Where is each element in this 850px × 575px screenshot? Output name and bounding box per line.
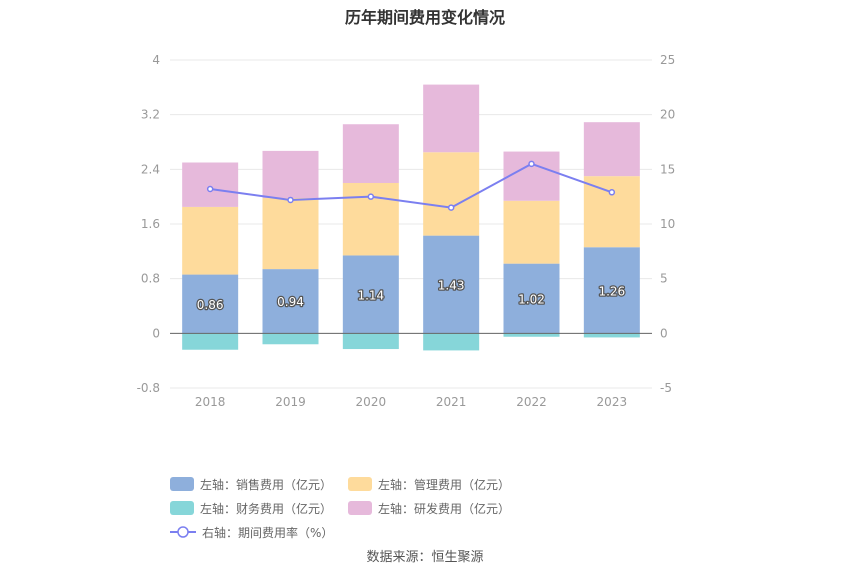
sales-bar bbox=[342, 255, 399, 334]
rd-bar bbox=[583, 122, 640, 177]
finance-bar bbox=[342, 333, 399, 350]
rd-bar bbox=[503, 151, 560, 201]
mgmt-bar bbox=[583, 176, 640, 248]
legend-label: 右轴：期间费用率（%） bbox=[202, 525, 334, 540]
right-tick-label: 20 bbox=[660, 108, 675, 122]
rate-point bbox=[528, 160, 535, 168]
rd-bar bbox=[342, 124, 399, 183]
x-axis: 2018 2019 2020 2021 2022 2023 bbox=[170, 332, 652, 409]
finance-bar bbox=[423, 333, 480, 351]
sales-data-label: 1.02 bbox=[518, 292, 545, 306]
left-axis-ticks: 4 3.2 2.4 1.6 0.8 0 -0.8 bbox=[137, 53, 160, 395]
x-tick-label: 2019 bbox=[275, 395, 306, 409]
legend-item[interactable]: 左轴：销售费用（亿元） bbox=[170, 472, 332, 496]
sales-data-label: 1.26 bbox=[598, 284, 625, 298]
left-tick-label: 0 bbox=[152, 326, 160, 340]
right-tick-label: 5 bbox=[660, 272, 668, 286]
finance-bar bbox=[503, 333, 560, 337]
sales-data-label: 1.43 bbox=[438, 278, 465, 292]
right-axis-ticks: 25 20 15 10 5 0 -5 bbox=[660, 53, 675, 395]
legend-swatch bbox=[348, 477, 373, 491]
left-tick-label: 2.4 bbox=[141, 162, 160, 176]
x-tick-label: 2020 bbox=[356, 395, 387, 409]
right-tick-label: 25 bbox=[660, 53, 675, 67]
rate-point bbox=[206, 185, 214, 193]
rate-line-path bbox=[210, 162, 613, 209]
mgmt-bar bbox=[182, 206, 239, 275]
legend-item[interactable]: 左轴：财务费用（亿元） bbox=[170, 496, 332, 520]
rate-point bbox=[287, 196, 294, 204]
sales-data-label: 0.86 bbox=[197, 298, 224, 312]
chart-area: 4 3.2 2.4 1.6 0.8 0 -0.8 25 20 15 10 5 0 -5 2018 2019… bbox=[137, 53, 676, 409]
finance-bar bbox=[262, 333, 319, 345]
x-tick-label: 2018 bbox=[195, 395, 226, 409]
sales-data-label: 1.14 bbox=[357, 288, 384, 302]
sales-bar bbox=[503, 263, 560, 334]
x-tick-label: 2023 bbox=[597, 395, 628, 409]
right-tick-label: 10 bbox=[660, 217, 675, 231]
right-tick-label: 0 bbox=[660, 326, 668, 340]
legend-item[interactable]: 右轴：期间费用率（%） bbox=[170, 520, 333, 544]
legend-swatch bbox=[348, 501, 373, 515]
right-tick-label: 15 bbox=[660, 162, 675, 176]
x-tick-label: 2022 bbox=[516, 395, 547, 409]
sales-bar bbox=[423, 235, 480, 334]
bars bbox=[182, 84, 640, 351]
rd-bar bbox=[262, 150, 319, 199]
rate-point bbox=[447, 204, 455, 211]
left-tick-label: 3.2 bbox=[141, 108, 160, 122]
left-tick-label: 1.6 bbox=[141, 217, 160, 231]
legend-label: 左轴：财务费用（亿元） bbox=[200, 501, 333, 516]
legend-label: 左轴：管理费用（亿元） bbox=[378, 477, 511, 492]
chart-title: 历年期间费用变化情况 bbox=[344, 8, 505, 27]
legend-item[interactable]: 左轴：研发费用（亿元） bbox=[348, 496, 510, 520]
left-tick-label: -0.8 bbox=[137, 381, 160, 395]
source-note: 数据来源：恒生聚源 bbox=[366, 550, 484, 565]
legend-label: 左轴：研发费用（亿元） bbox=[378, 501, 511, 516]
finance-bar bbox=[182, 333, 239, 350]
finance-bar bbox=[583, 333, 640, 338]
mgmt-bar bbox=[423, 152, 480, 236]
mgmt-bar bbox=[262, 198, 319, 270]
data-labels: 0.86 0.94 1.14 1.43 1.02 1.26 bbox=[196, 277, 627, 313]
left-tick-label: 0.8 bbox=[141, 272, 160, 286]
sales-bar bbox=[583, 247, 640, 334]
legend-swatch bbox=[170, 477, 194, 491]
sales-bar bbox=[182, 274, 239, 334]
grid-lines bbox=[170, 59, 652, 389]
sales-bar bbox=[262, 269, 319, 334]
legend-swatch bbox=[170, 501, 194, 515]
legend-line-swatch bbox=[170, 526, 196, 538]
legend: 左轴：销售费用（亿元） 左轴：管理费用（亿元） 左轴：财务费用（亿元） 左轴：研发费用… bbox=[170, 472, 690, 544]
legend-item[interactable]: 左轴：管理费用（亿元） bbox=[348, 472, 510, 496]
rd-bar bbox=[423, 84, 480, 153]
rate-line bbox=[206, 160, 616, 211]
left-tick-label: 4 bbox=[152, 53, 160, 67]
legend-label: 左轴：销售费用（亿元） bbox=[200, 477, 333, 492]
rd-bar bbox=[182, 162, 239, 207]
mgmt-bar bbox=[503, 200, 560, 264]
rate-point bbox=[367, 193, 375, 200]
right-tick-label: -5 bbox=[660, 381, 672, 395]
x-tick-label: 2021 bbox=[436, 395, 467, 409]
sales-data-label: 0.94 bbox=[277, 295, 304, 309]
rate-point bbox=[608, 189, 616, 196]
